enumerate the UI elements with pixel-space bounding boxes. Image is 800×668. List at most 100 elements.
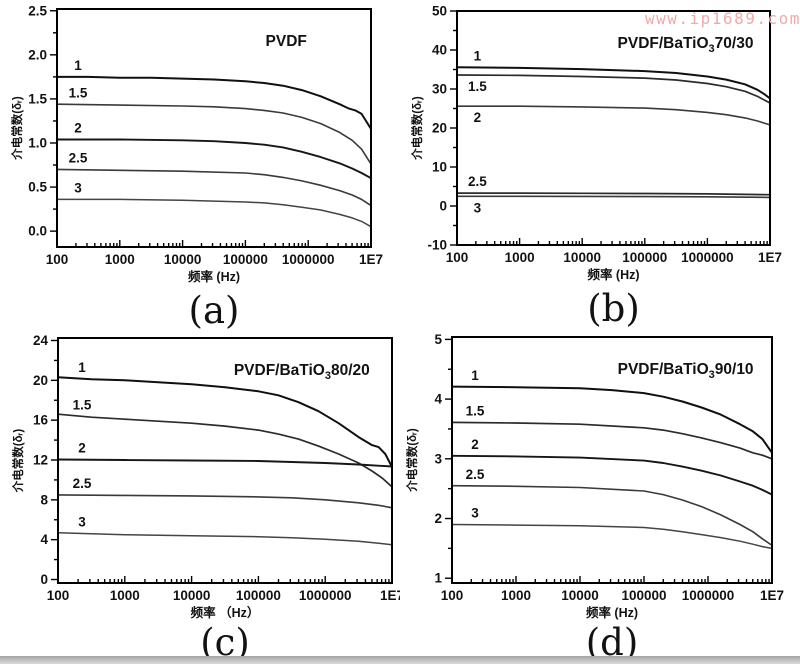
chart-title: PVDF/BaTiO370/30 <box>618 35 754 55</box>
series-line-1.5 <box>57 413 393 488</box>
svg-text:10000: 10000 <box>164 252 202 267</box>
svg-text:100000: 100000 <box>621 588 666 603</box>
chart-title: PVDF <box>266 33 307 50</box>
chart-caption: (b) <box>587 287 640 330</box>
watermark-text: www.ip1689.com <box>645 9 800 28</box>
tick-labels: 10010001000010000010000001E704812162024 <box>33 333 400 603</box>
x-axis-label: 频率 (Hz) <box>188 269 240 284</box>
chart-c-pvdf-batio3-80-20: 10010001000010000010000001E704812162024频… <box>11 333 400 664</box>
svg-text:0: 0 <box>439 199 447 214</box>
series-line-1 <box>56 75 372 130</box>
svg-text:30: 30 <box>432 82 447 97</box>
y-axis-label: 介电常数(δᵣ) <box>10 96 24 161</box>
series-line-2.5 <box>451 484 773 547</box>
chart-a-pvdf: 100 1000 10000 100000 1000000 1E7 0.0 0.5 1.0 1.5… <box>10 3 383 330</box>
svg-text:1: 1 <box>434 571 442 586</box>
svg-text:100: 100 <box>47 588 70 603</box>
series-line-1.5 <box>451 421 773 460</box>
series-label-2.5: 2.5 <box>69 151 88 166</box>
svg-text:12: 12 <box>33 453 48 468</box>
series-label-1.5: 1.5 <box>69 85 88 100</box>
svg-text:1E7: 1E7 <box>380 588 400 603</box>
chart-title: PVDF/BaTiO390/10 <box>618 361 754 381</box>
svg-text:10000: 10000 <box>561 588 599 603</box>
svg-text:10: 10 <box>432 160 447 175</box>
y-axis-label: 介电常数(δᵣ) <box>11 429 25 494</box>
series-line-3 <box>57 531 393 546</box>
svg-text:0: 0 <box>40 572 48 587</box>
svg-text:2.0: 2.0 <box>28 47 47 62</box>
series-line-1.5 <box>456 74 771 104</box>
series-line-1 <box>451 385 773 454</box>
svg-text:8: 8 <box>40 492 48 507</box>
tick-labels: 100 1000 10000 100000 1000000 1E7 0.0 0.5 1.0 1.5… <box>28 3 383 267</box>
svg-text:1000000: 1000000 <box>682 588 735 603</box>
chart-d-pvdf-batio3-90-10: 100 1000 10000 100000 1000000 1E7 1 2 3 4 5 频率 (Hz)… <box>405 332 784 664</box>
x-axis-label: 频率 (Hz) <box>586 605 638 620</box>
svg-text:100: 100 <box>446 250 469 265</box>
svg-text:1000000: 1000000 <box>299 588 352 603</box>
svg-text:0.0: 0.0 <box>28 224 47 239</box>
svg-text:20: 20 <box>432 121 447 136</box>
y-axis-label: 介电常数(δᵣ) <box>405 428 419 493</box>
svg-text:1E7: 1E7 <box>760 588 784 603</box>
series-line-3 <box>451 523 773 550</box>
svg-text:10000: 10000 <box>563 250 601 265</box>
svg-text:5: 5 <box>434 332 442 347</box>
series-line-2 <box>456 105 771 126</box>
svg-text:0.5: 0.5 <box>28 180 47 195</box>
chart-b-pvdf-batio3-70-30: 100 1000 10000 100000 1000000 1E7 -10 0 10 20 30 40… <box>410 4 782 331</box>
page-bottom-divider <box>0 656 800 664</box>
svg-text:-10: -10 <box>427 238 447 253</box>
series-line-2.5 <box>57 494 393 509</box>
x-axis-label: 频率 （Hz） <box>191 605 260 620</box>
tick-marks <box>50 10 372 247</box>
svg-text:3: 3 <box>434 451 442 466</box>
svg-text:100000: 100000 <box>622 250 667 265</box>
tick-labels: 100 1000 10000 100000 1000000 1E7 -10 0 10 20 30 40… <box>427 4 782 266</box>
series-line-2 <box>451 454 773 496</box>
svg-text:100000: 100000 <box>223 252 268 267</box>
svg-text:1000000: 1000000 <box>282 252 335 267</box>
plot-border <box>57 337 393 584</box>
chart-caption: (a) <box>189 289 240 330</box>
series-label-3: 3 <box>471 506 479 521</box>
series-label-1: 1 <box>78 360 86 375</box>
svg-text:2.5: 2.5 <box>28 3 47 18</box>
series-label-1.5: 1.5 <box>466 404 485 419</box>
svg-text:16: 16 <box>33 413 49 428</box>
svg-text:1E7: 1E7 <box>758 250 782 265</box>
svg-text:50: 50 <box>432 4 447 19</box>
series-label-2.5: 2.5 <box>468 174 487 189</box>
svg-text:1E7: 1E7 <box>359 252 383 267</box>
series-label-1: 1 <box>474 48 482 63</box>
series-line-1 <box>456 66 771 100</box>
svg-text:10000: 10000 <box>173 588 211 603</box>
series-label-1: 1 <box>74 58 82 73</box>
plot-border <box>456 10 771 246</box>
tick-marks <box>445 338 773 583</box>
svg-text:100: 100 <box>46 252 69 267</box>
chart-title: PVDF/BaTiO380/20 <box>234 362 370 382</box>
series-label-1.5: 1.5 <box>468 79 487 94</box>
plot-border <box>451 336 773 584</box>
series-label-3: 3 <box>474 200 482 215</box>
series-label-3: 3 <box>78 514 86 529</box>
svg-text:4: 4 <box>434 392 442 407</box>
svg-text:1.0: 1.0 <box>28 135 47 150</box>
series-label-2: 2 <box>78 441 86 456</box>
series-label-1: 1 <box>471 368 479 383</box>
y-axis-label: 介电常数(δᵣ) <box>410 96 424 161</box>
svg-text:1000: 1000 <box>110 588 140 603</box>
svg-text:1000: 1000 <box>501 588 531 603</box>
svg-text:1.5: 1.5 <box>28 91 47 106</box>
series-label-2: 2 <box>471 437 479 452</box>
plot-border <box>56 8 372 248</box>
tick-marks <box>51 339 393 583</box>
svg-text:20: 20 <box>33 373 48 388</box>
series-line-1 <box>57 376 393 468</box>
tick-labels: 100 1000 10000 100000 1000000 1E7 1 2 3 4 5 <box>434 332 784 603</box>
series-label-2: 2 <box>474 110 482 125</box>
series-label-2: 2 <box>74 120 82 135</box>
